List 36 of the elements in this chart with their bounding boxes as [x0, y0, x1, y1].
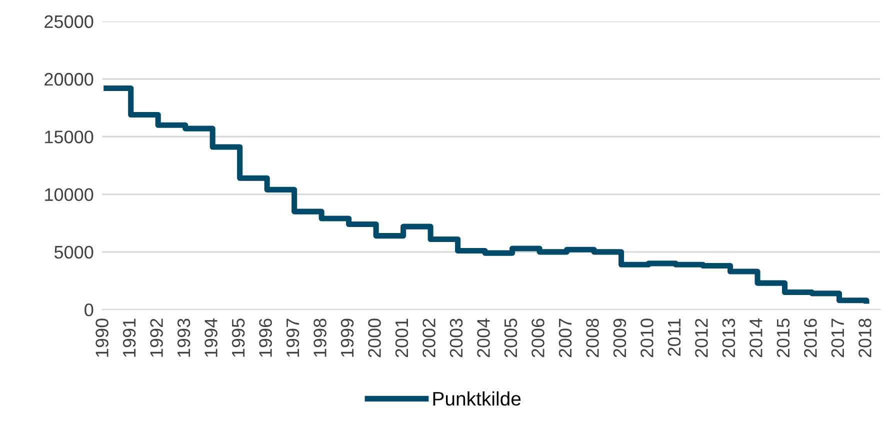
x-tick-label: 2001 — [395, 318, 408, 358]
x-tick-label: 1996 — [259, 318, 272, 357]
x-tick-label: 1990 — [96, 318, 108, 357]
x-tick-label: 2012 — [695, 318, 708, 358]
x-tick-label: 2003 — [450, 318, 463, 358]
y-tick-label: 25000 — [44, 15, 94, 28]
y-tick-label: 5000 — [54, 246, 94, 259]
x-tick-label: 1994 — [204, 318, 218, 357]
y-tick-label: 15000 — [45, 130, 94, 144]
x-tick-label: 2017 — [831, 318, 844, 358]
x-tick-label: 2013 — [722, 318, 736, 358]
x-tick-label: 2004 — [477, 318, 490, 358]
x-tick-label: 1997 — [286, 318, 300, 357]
x-tick-label: 2008 — [586, 318, 599, 358]
x-tick-label: 2009 — [613, 318, 626, 358]
x-tick-label: 1995 — [232, 318, 245, 357]
x-tick-label: 2016 — [804, 318, 817, 358]
x-tick-label: 2005 — [504, 318, 518, 358]
y-tick-label: 20000 — [44, 72, 94, 86]
x-tick-label: 2000 — [368, 318, 381, 358]
x-tick-label: 2011 — [668, 318, 681, 356]
x-tick-label: 1992 — [150, 318, 163, 357]
x-tick-label: 1991 — [122, 318, 136, 357]
x-tick-label: 2018 — [858, 318, 872, 358]
x-tick-label: 2007 — [558, 318, 572, 358]
x-tick-label: 2006 — [532, 318, 544, 358]
x-tick-label: 1998 — [314, 318, 326, 357]
x-tick-label: 2015 — [776, 318, 790, 358]
x-tick-label: 2014 — [750, 318, 762, 358]
y-tick-label: 10000 — [45, 188, 94, 202]
x-tick-label: 2002 — [422, 318, 436, 358]
x-tick-label: 1993 — [177, 318, 190, 357]
x-tick-label: 2010 — [640, 318, 654, 358]
x-tick-label: 1999 — [340, 318, 354, 357]
y-tick-label: 0 — [84, 304, 94, 316]
legend-label: Punktkilde — [433, 391, 521, 406]
